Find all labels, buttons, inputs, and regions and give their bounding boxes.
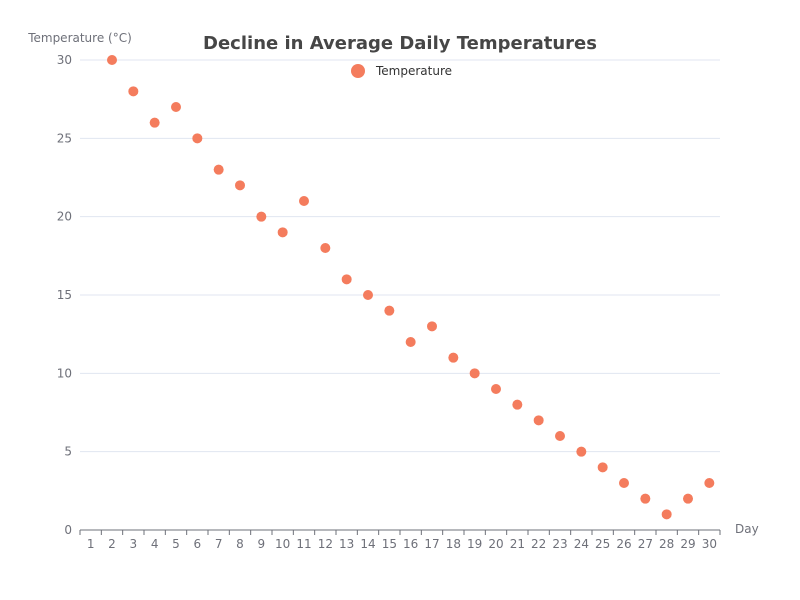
legend-marker-temperature [351,64,365,78]
x-tick-label: 19 [467,537,482,551]
data-point[interactable] [405,337,416,347]
chart-title: Decline in Average Daily Temperatures [203,33,597,54]
x-tick-label: 10 [275,537,290,551]
y-axis-label: Temperature (°C) [27,31,132,45]
data-point[interactable] [683,493,693,504]
x-tick-label: 4 [151,537,159,551]
data-point[interactable] [299,196,309,206]
data-point[interactable] [320,243,331,253]
y-tick-label: 5 [64,445,72,459]
grid-lines [80,59,720,453]
x-tick-label: 24 [574,537,589,551]
x-tick-label: 2 [108,537,116,551]
x-tick-label: 14 [360,537,375,551]
x-tick-label: 21 [510,537,525,551]
data-point[interactable] [619,478,629,488]
x-axis-label: Day [735,522,759,536]
data-point[interactable] [341,274,352,285]
data-point[interactable] [533,415,544,426]
x-tick-label: 17 [424,537,439,551]
x-tick-label: 12 [318,537,333,551]
x-tick-label: 25 [595,537,610,551]
data-point[interactable] [555,431,565,441]
x-tick-label: 1 [87,537,95,551]
legend[interactable]: Temperature [351,64,452,78]
data-point[interactable] [213,164,224,175]
data-point[interactable] [427,321,437,332]
x-axis-ticks: 1 2 3 4 5 6 7 8 9 10 11 12 13 14 15 16 17 18 19 20 21 22 23 24 2… [87,537,717,551]
x-tick-label: 22 [531,537,546,551]
y-tick-label: 15 [57,288,72,302]
data-point[interactable] [384,305,395,316]
x-tick-label: 30 [702,537,717,551]
data-points [107,55,715,520]
x-axis [79,529,721,535]
data-point[interactable] [491,384,501,394]
data-point[interactable] [597,462,608,473]
data-point[interactable] [235,180,245,191]
data-point[interactable] [128,86,139,97]
data-point[interactable] [171,102,181,112]
data-point[interactable] [256,211,267,222]
x-tick-label: 16 [403,537,418,551]
data-point[interactable] [192,133,203,144]
data-point[interactable] [277,227,288,238]
y-tick-label: 10 [57,366,72,380]
x-tick-label: 5 [172,537,180,551]
x-tick-label: 15 [382,537,397,551]
legend-label-temperature: Temperature [375,64,452,78]
data-point[interactable] [512,399,523,410]
data-point[interactable] [704,478,715,488]
x-tick-label: 20 [488,537,503,551]
y-axis-ticks: 0 5 10 15 20 25 30 [57,53,72,537]
y-tick-label: 20 [57,210,72,224]
x-tick-label: 11 [296,537,311,551]
x-tick-label: 6 [194,537,202,551]
data-point[interactable] [149,117,160,128]
data-point[interactable] [363,290,373,300]
x-tick-label: 26 [616,537,631,551]
x-tick-label: 3 [130,537,138,551]
x-tick-label: 9 [258,537,266,551]
y-tick-label: 0 [64,523,72,537]
x-tick-label: 29 [680,537,695,551]
data-point[interactable] [469,368,480,379]
x-tick-label: 27 [638,537,653,551]
x-tick-label: 7 [215,537,223,551]
x-tick-label: 13 [339,537,354,551]
x-tick-label: 18 [446,537,461,551]
x-tick-label: 8 [236,537,244,551]
y-tick-label: 30 [57,53,72,67]
x-tick-label: 23 [552,537,567,551]
data-point[interactable] [576,446,587,457]
data-point[interactable] [107,55,117,65]
data-point[interactable] [661,509,672,520]
data-point[interactable] [640,493,651,504]
y-tick-label: 25 [57,131,72,145]
data-point[interactable] [448,352,459,363]
x-tick-label: 28 [659,537,674,551]
